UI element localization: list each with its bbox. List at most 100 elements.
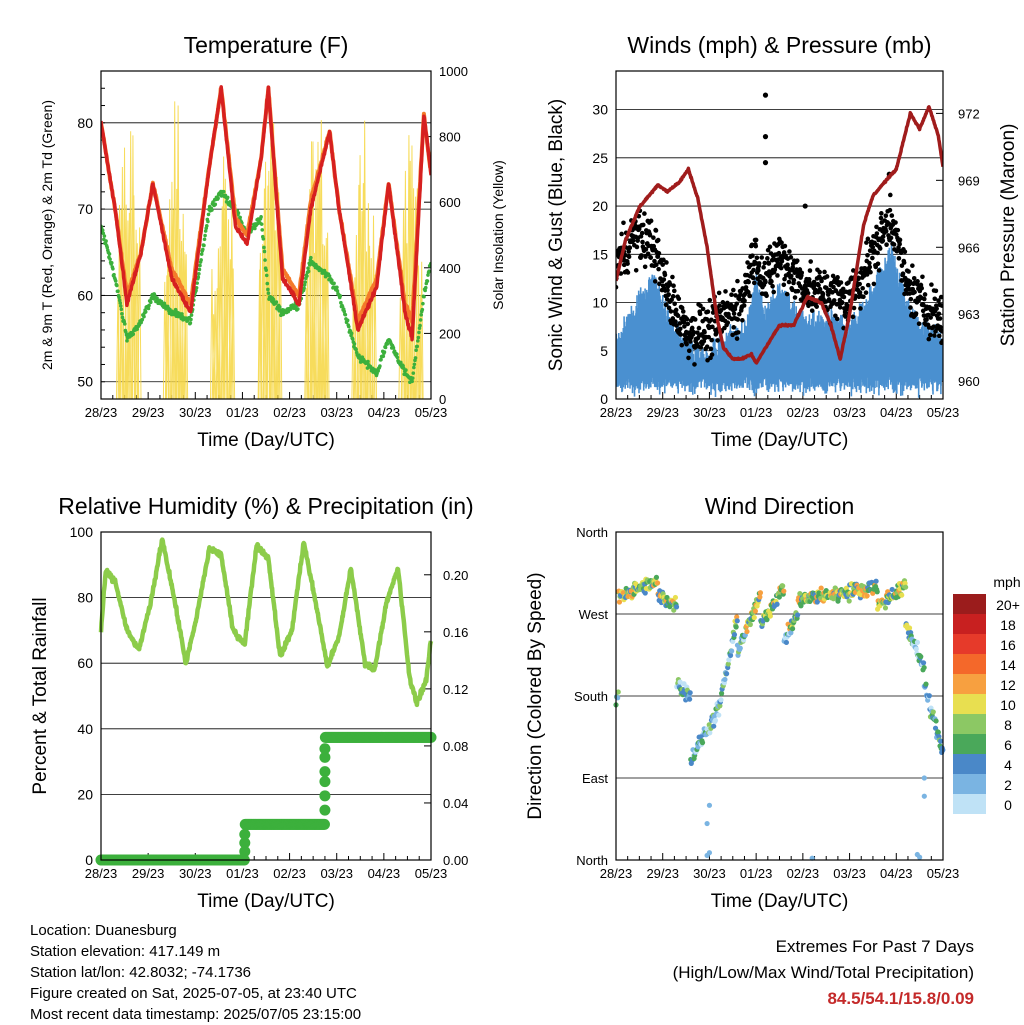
direction-point — [780, 583, 786, 589]
dewpoint-point — [412, 362, 417, 367]
gust-point — [878, 215, 884, 221]
dewpoint-point — [327, 274, 332, 278]
gust-point — [888, 235, 894, 241]
x-tick-label: 29/23 — [646, 866, 679, 881]
x-tick-label: 05/23 — [415, 866, 448, 881]
direction-plot-area — [613, 574, 946, 861]
direction-point — [664, 594, 670, 601]
dewpoint-point — [148, 300, 153, 304]
gust-point — [858, 306, 863, 311]
direction-point — [906, 625, 913, 631]
colorbar-title: mph — [993, 574, 1020, 590]
gust-point — [900, 271, 906, 276]
gust-point — [762, 260, 768, 266]
gust-point — [684, 316, 690, 322]
gust-point — [870, 255, 875, 261]
y-right-tick-label: 963 — [958, 307, 980, 322]
gust-peak-point — [762, 160, 769, 166]
precip-point — [239, 837, 251, 849]
dewpoint-point — [236, 211, 241, 215]
y-right-tick-label: 600 — [439, 195, 461, 210]
gust-point — [652, 279, 658, 284]
direction-point — [717, 703, 723, 709]
x-tick-label: 03/23 — [320, 866, 353, 881]
dewpoint-point — [399, 360, 403, 365]
direction-point — [642, 590, 648, 596]
y-axis-label: 2m & 9m T (Red, Orange) & 2m Td (Green) — [39, 100, 55, 370]
gust-point — [838, 280, 844, 285]
dewpoint-point — [404, 368, 408, 372]
dewpoint-point — [417, 330, 421, 335]
dewpoint-point — [115, 283, 119, 288]
dewpoint-point — [305, 274, 309, 278]
dewpoint-point — [339, 300, 343, 305]
y-tick-label: 10 — [592, 295, 608, 311]
gust-point — [717, 303, 722, 308]
dewpoint-point — [414, 348, 418, 353]
gust-point — [639, 253, 644, 258]
direction-point — [882, 605, 889, 611]
latlon-text: Station lat/lon: 42.8032; -74.1736 — [30, 964, 252, 981]
dewpoint-point — [330, 278, 334, 283]
dewpoint-point — [253, 226, 257, 231]
gust-point — [908, 305, 913, 310]
y-tick-label: 70 — [77, 201, 93, 217]
gust-point — [799, 270, 805, 276]
gust-point — [689, 325, 695, 331]
gust-point — [642, 264, 648, 270]
dewpoint-point — [262, 249, 267, 254]
dewpoint-point — [117, 298, 122, 303]
direction-point — [734, 614, 740, 620]
gust-point — [705, 309, 711, 315]
recent-text: Most recent data timestamp: 2025/07/05 2… — [30, 1006, 362, 1023]
y-tick-label: 30 — [592, 102, 608, 118]
y-right-tick-label: 972 — [958, 106, 980, 121]
gust-point — [657, 281, 662, 287]
gust-point — [863, 290, 869, 295]
gust-point — [627, 245, 633, 250]
gust-point — [910, 263, 915, 268]
dewpoint-point — [120, 311, 124, 316]
precip-point — [319, 790, 331, 802]
gust-point — [735, 330, 741, 335]
gust-point — [756, 268, 761, 273]
dewpoint-point — [131, 332, 136, 336]
direction-point — [731, 631, 738, 638]
gust-point — [776, 250, 782, 256]
dewpoint-point — [263, 258, 267, 262]
x-tick-label: 03/23 — [320, 405, 353, 420]
gust-point — [675, 313, 681, 319]
colorbar-label: 16 — [1000, 637, 1016, 653]
x-tick-label: 01/23 — [226, 405, 259, 420]
gust-point — [735, 278, 740, 284]
chart-title: Temperature (F) — [184, 32, 349, 58]
direction-point — [914, 639, 921, 645]
y-tick-label: South — [574, 689, 608, 704]
gust-point — [710, 324, 715, 330]
dewpoint-point — [206, 212, 211, 217]
gust-point — [626, 254, 632, 260]
dewpoint-point — [416, 335, 421, 340]
dewpoint-point — [104, 239, 108, 243]
gust-point — [893, 220, 898, 225]
gust-point — [691, 330, 697, 335]
dewpoint-point — [203, 233, 207, 238]
direction-point — [672, 594, 679, 601]
x-tick-label: 02/23 — [273, 405, 306, 420]
gust-point — [742, 298, 747, 304]
gust-point — [747, 293, 753, 299]
dewpoint-point — [277, 305, 282, 309]
direction-point — [730, 638, 736, 645]
direction-point — [767, 613, 773, 619]
dewpoint-point — [102, 234, 107, 238]
y-right-tick-label: 0.20 — [443, 568, 468, 583]
gust-point — [751, 280, 757, 286]
dewpoint-point — [107, 252, 112, 256]
gust-point — [640, 239, 645, 245]
gust-point — [723, 289, 728, 294]
y-tick-label: 25 — [592, 150, 608, 166]
y-tick-label: 20 — [77, 786, 93, 802]
direction-point — [712, 717, 719, 723]
dewpoint-point — [262, 245, 266, 250]
gust-point — [887, 207, 893, 213]
